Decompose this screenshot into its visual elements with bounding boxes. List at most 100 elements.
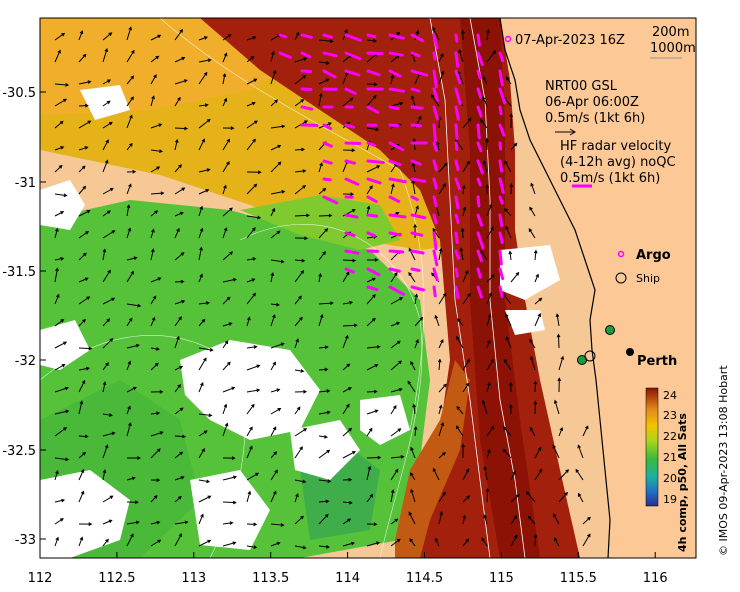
gsl-arrow <box>246 545 258 549</box>
gsl-arrow <box>413 223 417 239</box>
hf-arrow <box>410 69 429 77</box>
gsl-arrow <box>150 210 159 217</box>
gsl-arrow <box>174 383 181 393</box>
gsl-arrow <box>102 32 113 41</box>
gsl-arrow <box>198 448 205 459</box>
gsl-arrow <box>198 227 204 239</box>
gsl-arrow <box>485 487 490 503</box>
hf-arrow <box>344 213 359 219</box>
hf-arrow <box>432 177 438 190</box>
gsl-arrow <box>174 451 184 459</box>
gsl-arrow <box>390 405 397 415</box>
gsl-arrow <box>126 270 135 283</box>
gsl-arrow <box>174 187 186 195</box>
gsl-arrow <box>534 312 542 327</box>
gsl-arrow <box>270 272 275 283</box>
gsl-arrow <box>432 26 440 41</box>
colorbar-tick: 19 <box>663 493 677 506</box>
gsl-arrow <box>462 358 471 371</box>
gsl-arrow <box>294 446 303 459</box>
gsl-arrow <box>174 79 188 85</box>
hf-arrow <box>388 177 407 184</box>
gsl-arrow <box>294 75 307 85</box>
gsl-arrow <box>318 78 330 85</box>
gsl-arrow <box>150 478 161 482</box>
gsl-arrow <box>582 516 591 525</box>
cloud-mask <box>505 310 545 335</box>
gsl-arrow <box>318 434 328 439</box>
perth-location-dot <box>626 348 634 356</box>
gsl-arrow <box>246 78 258 85</box>
gsl-arrow <box>78 400 84 415</box>
gsl-arrow <box>366 258 379 262</box>
gsl-arrow <box>434 537 440 547</box>
gsl-arrow <box>222 251 234 261</box>
gsl-arrow <box>198 246 203 261</box>
gsl-arrow <box>78 490 85 503</box>
gsl-arrow <box>222 361 231 371</box>
gsl-arrow <box>294 213 310 218</box>
gsl-arrow <box>246 490 252 503</box>
gsl-arrow <box>438 247 443 261</box>
gsl-arrow <box>150 389 164 394</box>
gsl-arrow <box>414 293 419 305</box>
gsl-arrow <box>198 301 211 305</box>
gsl-arrow <box>198 118 211 129</box>
gsl-arrow <box>294 493 299 503</box>
gsl-arrow <box>366 165 381 173</box>
gsl-arrow <box>410 360 416 371</box>
gsl-arrow <box>366 465 372 481</box>
gsl-arrow <box>457 318 464 327</box>
gsl-arrow <box>222 52 228 63</box>
x-tick-label: 114 <box>335 571 360 586</box>
gsl-arrow <box>390 101 404 107</box>
gsl-arrow <box>102 413 113 417</box>
hf-arrow <box>454 123 459 140</box>
gsl-arrow <box>558 469 569 481</box>
hf-arrow <box>432 123 437 143</box>
gsl-arrow <box>504 208 512 217</box>
gsl-arrow <box>390 74 395 85</box>
hf-arrow <box>366 231 377 238</box>
hf-arrow <box>454 159 460 172</box>
gsl-arrow <box>294 369 305 373</box>
gsl-arrow <box>78 451 87 459</box>
hf-arrow <box>388 123 400 128</box>
gsl-arrow <box>438 421 445 437</box>
gsl-arrow <box>577 492 584 503</box>
hf-arrow <box>344 33 362 42</box>
gsl-arrow <box>294 169 307 173</box>
gsl-arrow <box>78 379 86 393</box>
gsl-arrow <box>318 499 330 504</box>
hf-arrow <box>388 141 405 152</box>
gsl-arrow <box>527 515 536 525</box>
gsl-arrow <box>102 100 111 107</box>
hf-arrow <box>388 195 401 203</box>
gsl-arrow <box>318 162 323 173</box>
hf-arrow <box>476 213 484 227</box>
gsl-arrow <box>54 457 70 462</box>
y-tick-label: -32.5 <box>2 444 36 459</box>
gsl-arrow <box>246 345 258 349</box>
imos-credit: © IMOS 09-Apr-2023 13:08 Hobart <box>717 365 730 556</box>
gsl-arrow <box>222 277 237 283</box>
gsl-arrow <box>78 165 86 173</box>
hf-arrow <box>498 177 505 194</box>
gsl-arrow <box>294 295 302 305</box>
hf-arrow <box>388 285 406 296</box>
gsl-arrow <box>438 53 444 63</box>
gsl-arrow <box>390 387 403 393</box>
hf-arrow <box>366 141 377 147</box>
hf-radar-arrows <box>278 33 507 300</box>
gsl-arrow <box>222 126 235 131</box>
gsl-arrow <box>270 361 276 371</box>
gsl-arrow <box>390 297 404 305</box>
hf-arrow <box>498 231 504 245</box>
gsl-title: NRT00 GSL <box>545 79 618 94</box>
gsl-arrow <box>198 168 211 173</box>
hf-arrow <box>344 87 357 95</box>
hf-arrow <box>432 249 439 267</box>
hf-arrow <box>432 195 438 208</box>
hf-arrow <box>300 69 313 74</box>
gsl-arrow <box>102 230 116 239</box>
